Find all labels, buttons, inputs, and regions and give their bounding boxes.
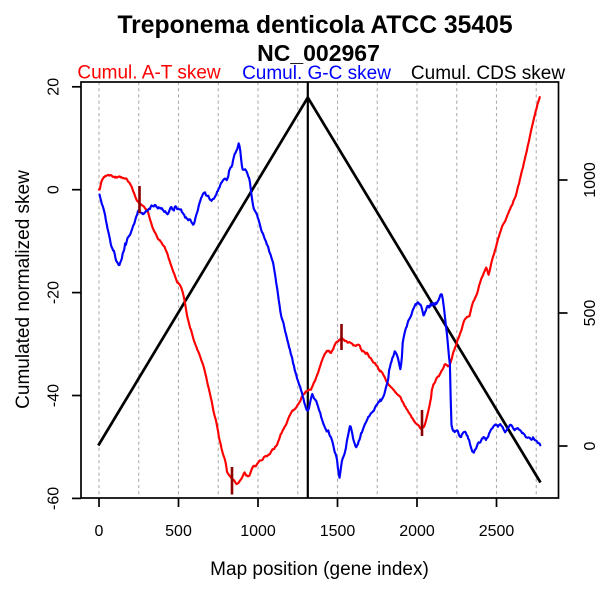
svg-text:20: 20 (46, 78, 63, 96)
svg-text:0: 0 (46, 185, 63, 194)
svg-text:500: 500 (165, 523, 192, 540)
svg-text:-20: -20 (46, 281, 63, 304)
svg-text:2500: 2500 (479, 523, 515, 540)
svg-text:1500: 1500 (320, 523, 356, 540)
svg-text:0: 0 (95, 523, 104, 540)
svg-text:-60: -60 (46, 487, 63, 510)
svg-text:Cumul. G-C skew: Cumul. G-C skew (242, 63, 391, 84)
svg-text:NC_002967: NC_002967 (257, 40, 380, 66)
svg-text:Map position (gene index): Map position (gene index) (210, 559, 429, 580)
svg-text:Cumulated normalized skew: Cumulated normalized skew (13, 170, 34, 409)
svg-text:1000: 1000 (240, 523, 276, 540)
svg-text:Cumul. A-T skew: Cumul. A-T skew (77, 63, 221, 84)
svg-text:Cumul. CDS skew: Cumul. CDS skew (411, 63, 565, 84)
svg-text:1000: 1000 (582, 162, 599, 198)
svg-text:Treponema denticola ATCC 35405: Treponema denticola ATCC 35405 (117, 12, 512, 39)
svg-text:500: 500 (582, 300, 599, 327)
svg-text:-40: -40 (46, 384, 63, 407)
svg-text:2000: 2000 (399, 523, 435, 540)
svg-text:0: 0 (582, 441, 599, 450)
